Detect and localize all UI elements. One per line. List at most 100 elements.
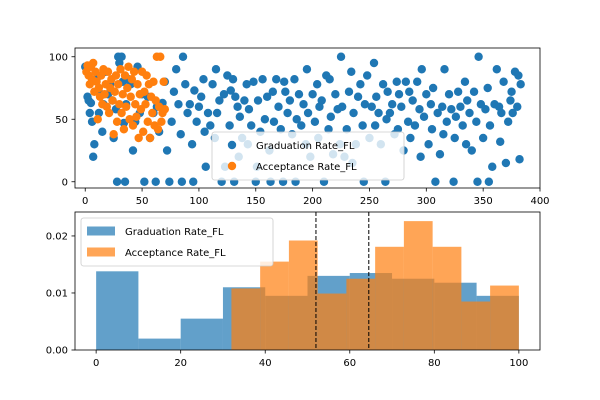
scatter-point bbox=[194, 102, 204, 111]
scatter-point bbox=[424, 140, 433, 149]
scatter-point bbox=[326, 112, 336, 121]
scatter-point bbox=[451, 112, 461, 121]
histogram-bar bbox=[288, 240, 318, 350]
scatter-point bbox=[403, 117, 413, 126]
scatter-point bbox=[128, 121, 138, 130]
scatter-point bbox=[497, 108, 506, 118]
scatter-point bbox=[171, 65, 181, 74]
scatter-point bbox=[279, 77, 289, 86]
scatter-point bbox=[488, 162, 497, 171]
scatter-point bbox=[447, 105, 456, 114]
scatter-point bbox=[401, 77, 411, 86]
histogram-bar bbox=[96, 271, 139, 350]
scatter-point bbox=[394, 90, 404, 99]
scatter-point bbox=[258, 75, 267, 84]
histogram-bar bbox=[260, 261, 289, 350]
scatter-point bbox=[503, 117, 513, 126]
scatter-point bbox=[143, 117, 152, 126]
scatter-point bbox=[140, 177, 149, 186]
scatter-point bbox=[410, 121, 420, 130]
scatter-point bbox=[337, 102, 347, 111]
scatter-point bbox=[269, 117, 279, 126]
scatter-point bbox=[372, 92, 381, 101]
scatter-point bbox=[94, 108, 104, 118]
scatter-point bbox=[128, 146, 138, 155]
scatter-point bbox=[120, 71, 130, 80]
scatter-point bbox=[478, 133, 488, 143]
scatter-axes: 0 50 100 150 200 250 300 350 400 0 50 100 Graduation… bbox=[49, 47, 550, 207]
scatter-point bbox=[162, 146, 172, 155]
scatter-point bbox=[118, 90, 127, 99]
scatter-point bbox=[185, 100, 195, 109]
scatter-y-tick-label: 50 bbox=[55, 115, 68, 126]
scatter-point bbox=[121, 102, 131, 111]
scatter-legend-label: Graduation Rate_FL bbox=[256, 141, 355, 152]
scatter-point bbox=[422, 90, 431, 99]
scatter-point bbox=[151, 177, 160, 186]
scatter-point bbox=[133, 80, 142, 89]
scatter-point bbox=[197, 92, 206, 101]
histogram-bar bbox=[403, 221, 433, 350]
scatter-point bbox=[253, 96, 263, 105]
scatter-point bbox=[516, 80, 525, 89]
histogram-bar bbox=[231, 288, 261, 350]
scatter-point bbox=[473, 177, 482, 186]
scatter-point bbox=[274, 102, 283, 111]
scatter-point bbox=[141, 100, 150, 109]
scatter-point bbox=[125, 115, 134, 124]
scatter-point bbox=[94, 83, 104, 93]
scatter-y-tick-label: 0 bbox=[62, 177, 68, 188]
scatter-point bbox=[456, 102, 465, 111]
scatter-point bbox=[208, 80, 217, 89]
scatter-point bbox=[388, 100, 397, 109]
scatter-point bbox=[419, 112, 429, 121]
scatter-point bbox=[356, 80, 365, 89]
scatter-point bbox=[109, 130, 118, 139]
scatter-point bbox=[397, 102, 406, 111]
scatter-point bbox=[100, 90, 109, 99]
scatter-point bbox=[242, 80, 251, 89]
scatter-point bbox=[103, 67, 113, 76]
histogram-axes: 0 20 40 60 80 100 0.00 0.01 0.02 Graduation Rate_… bbox=[46, 211, 541, 369]
scatter-point bbox=[299, 100, 308, 109]
scatter-point bbox=[124, 62, 133, 71]
scatter-point bbox=[312, 80, 322, 89]
scatter-point bbox=[228, 75, 238, 84]
scatter-point bbox=[415, 105, 424, 114]
scatter-point bbox=[438, 102, 447, 111]
scatter-x-tick-label: 200 bbox=[303, 196, 322, 207]
scatter-point bbox=[192, 117, 201, 126]
scatter-point bbox=[98, 127, 107, 136]
scatter-point bbox=[453, 87, 463, 96]
scatter-point bbox=[156, 52, 165, 61]
scatter-point bbox=[190, 86, 199, 95]
scatter-point bbox=[249, 77, 258, 86]
scatter-point bbox=[199, 75, 208, 84]
scatter-point bbox=[112, 177, 122, 186]
histogram-bar bbox=[375, 246, 404, 350]
scatter-point bbox=[302, 65, 312, 74]
scatter-point bbox=[310, 117, 320, 126]
scatter-point bbox=[369, 58, 379, 68]
scatter-point bbox=[225, 121, 234, 130]
scatter-point bbox=[449, 177, 458, 186]
scatter-point bbox=[427, 125, 437, 134]
scatter-point bbox=[85, 108, 94, 118]
scatter-point bbox=[317, 96, 326, 105]
scatter-point bbox=[108, 96, 117, 105]
scatter-x-tick-label: 350 bbox=[474, 196, 493, 207]
scatter-point bbox=[206, 121, 215, 130]
scatter-point bbox=[358, 121, 367, 130]
scatter-point bbox=[492, 65, 501, 74]
scatter-point bbox=[104, 108, 114, 118]
scatter-point bbox=[201, 162, 210, 171]
scatter-point bbox=[131, 100, 140, 109]
histogram-x-tick-label: 60 bbox=[343, 358, 356, 369]
scatter-point bbox=[472, 117, 481, 126]
histogram-series-acceptance-rate-fl bbox=[231, 221, 519, 350]
scatter-point bbox=[281, 87, 290, 96]
scatter-legend-box bbox=[211, 131, 405, 181]
scatter-point bbox=[344, 87, 354, 96]
histogram-legend-swatch bbox=[87, 247, 115, 257]
scatter-x-tick-label: 300 bbox=[417, 196, 436, 207]
